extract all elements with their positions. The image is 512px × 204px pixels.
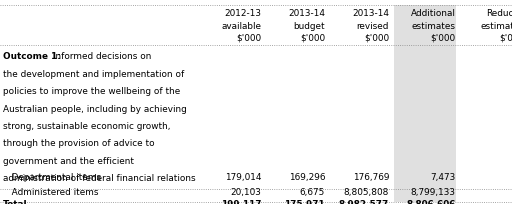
Text: Administered items: Administered items: [3, 187, 98, 196]
Bar: [394, 6, 456, 202]
Text: 8,982,577: 8,982,577: [339, 199, 389, 204]
Text: revised: revised: [357, 21, 389, 30]
Text: 20,103: 20,103: [230, 187, 261, 196]
Text: estimates: estimates: [412, 21, 456, 30]
Text: $'000: $'000: [300, 34, 325, 43]
Text: 179,014: 179,014: [225, 172, 261, 181]
Text: $'000: $'000: [236, 34, 261, 43]
Text: 199,117: 199,117: [221, 199, 261, 204]
Text: Total: Total: [3, 199, 27, 204]
Text: $'000: $'000: [500, 34, 512, 43]
Text: 175,971: 175,971: [285, 199, 325, 204]
Text: 176,769: 176,769: [353, 172, 389, 181]
Text: 169,296: 169,296: [289, 172, 325, 181]
Text: budget: budget: [293, 21, 325, 30]
Text: 8,806,606: 8,806,606: [407, 199, 456, 204]
Text: estimates: estimates: [481, 21, 512, 30]
Text: Australian people, including by achieving: Australian people, including by achievin…: [3, 104, 186, 113]
Text: 2012-13: 2012-13: [224, 9, 261, 18]
Text: $'000: $'000: [431, 34, 456, 43]
Text: strong, sustainable economic growth,: strong, sustainable economic growth,: [3, 121, 170, 130]
Text: $'000: $'000: [364, 34, 389, 43]
Text: through the provision of advice to: through the provision of advice to: [3, 139, 154, 148]
Text: Outcome 1:: Outcome 1:: [3, 52, 60, 61]
Text: Additional: Additional: [411, 9, 456, 18]
Text: Departmental items: Departmental items: [3, 172, 101, 181]
Text: the development and implementation of: the development and implementation of: [3, 69, 184, 78]
Text: 2013-14: 2013-14: [352, 9, 389, 18]
Text: available: available: [221, 21, 261, 30]
Text: Informed decisions on: Informed decisions on: [50, 52, 151, 61]
Text: policies to improve the wellbeing of the: policies to improve the wellbeing of the: [3, 87, 180, 96]
Text: government and the efficient: government and the efficient: [3, 156, 134, 165]
Text: 6,675: 6,675: [300, 187, 325, 196]
Text: administration of federal financial relations: administration of federal financial rela…: [3, 173, 195, 182]
Text: 2013-14: 2013-14: [288, 9, 325, 18]
Text: 7,473: 7,473: [431, 172, 456, 181]
Text: Reduced: Reduced: [486, 9, 512, 18]
Text: 8,805,808: 8,805,808: [344, 187, 389, 196]
Text: 8,799,133: 8,799,133: [411, 187, 456, 196]
